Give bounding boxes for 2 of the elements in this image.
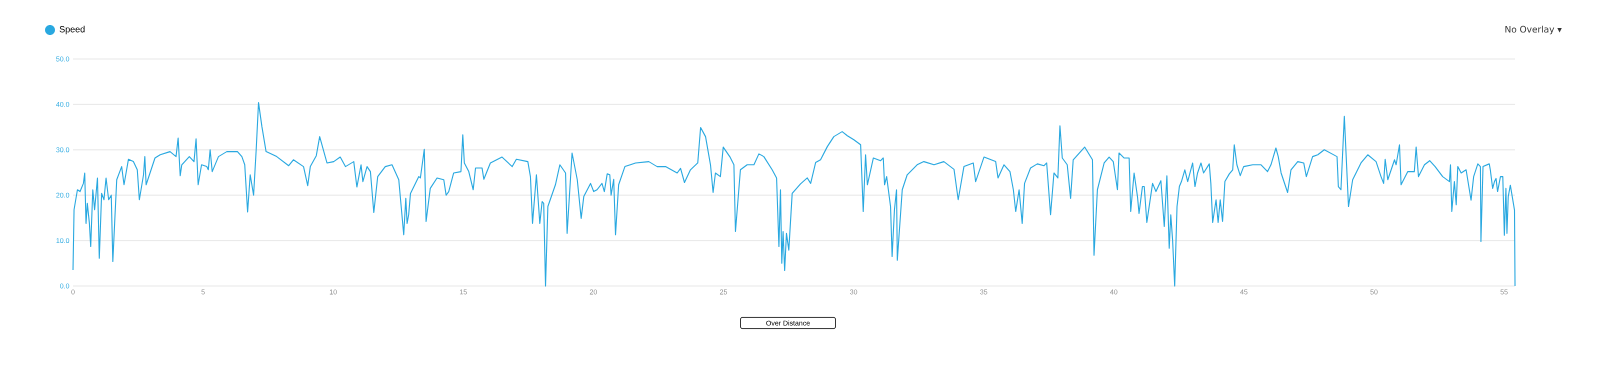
legend-label: Speed: [59, 25, 85, 35]
text: No Overlay ▾: [1505, 25, 1562, 35]
